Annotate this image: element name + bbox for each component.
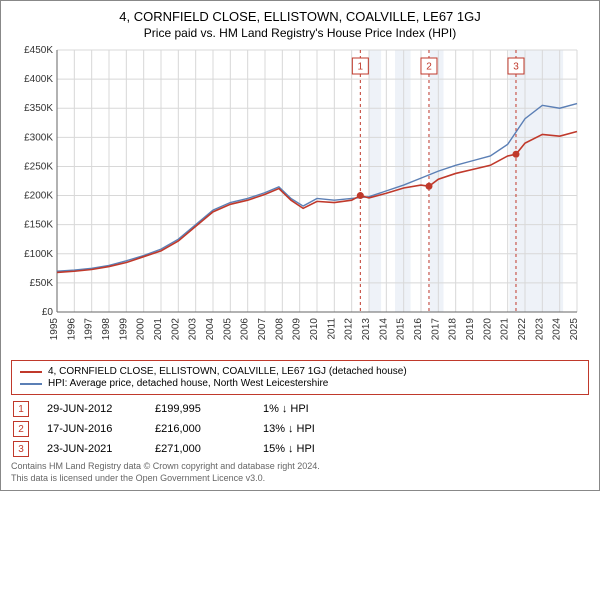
event-list: 1 29-JUN-2012 £199,995 1%↓HPI 2 17-JUN-2016 £2… [11, 401, 589, 457]
legend-row: HPI: Average price, detached house, Nort… [20, 378, 580, 389]
svg-text:2009: 2009 [292, 318, 303, 341]
svg-text:1995: 1995 [49, 318, 60, 341]
svg-text:2025: 2025 [569, 318, 580, 341]
event-marker: 3 [13, 441, 29, 457]
event-row: 3 23-JUN-2021 £271,000 15%↓HPI [13, 441, 589, 457]
chart-title: 4, CORNFIELD CLOSE, ELLISTOWN, COALVILLE… [11, 9, 589, 24]
event-date: 17-JUN-2016 [47, 423, 137, 435]
event-pct: 15%↓HPI [263, 443, 343, 455]
svg-text:2008: 2008 [274, 318, 285, 341]
svg-text:2013: 2013 [361, 318, 372, 341]
svg-text:2006: 2006 [240, 318, 251, 341]
event-price: £216,000 [155, 423, 245, 435]
svg-text:£300K: £300K [24, 132, 53, 143]
line-chart: £0 £50K £100K £150K £200K £250K £300K £350K £400… [11, 44, 581, 354]
legend-swatch [20, 371, 42, 373]
svg-text:£0: £0 [42, 307, 54, 318]
event-pct: 1%↓HPI [263, 403, 343, 415]
arrow-down-icon: ↓ [282, 403, 288, 415]
svg-text:£200K: £200K [24, 191, 53, 202]
legend-row: 4, CORNFIELD CLOSE, ELLISTOWN, COALVILLE… [20, 366, 580, 377]
svg-text:1998: 1998 [101, 318, 112, 341]
event-marker: 2 [13, 421, 29, 437]
svg-text:2011: 2011 [326, 318, 337, 340]
svg-text:2002: 2002 [170, 318, 181, 341]
attribution-line2: This data is licensed under the Open Gov… [11, 473, 589, 485]
legend: 4, CORNFIELD CLOSE, ELLISTOWN, COALVILLE… [11, 360, 589, 395]
attribution: Contains HM Land Registry data © Crown c… [11, 461, 589, 484]
svg-text:2010: 2010 [309, 318, 320, 341]
svg-text:2007: 2007 [257, 318, 268, 341]
svg-text:£350K: £350K [24, 103, 53, 114]
svg-text:£100K: £100K [24, 249, 53, 260]
event-date: 29-JUN-2012 [47, 403, 137, 415]
svg-text:£250K: £250K [24, 161, 53, 172]
legend-swatch [20, 383, 42, 385]
svg-text:2: 2 [426, 62, 432, 73]
svg-text:2003: 2003 [188, 318, 199, 341]
chart-subtitle: Price paid vs. HM Land Registry's House … [11, 26, 589, 40]
attribution-line1: Contains HM Land Registry data © Crown c… [11, 461, 589, 473]
chart-container: 4, CORNFIELD CLOSE, ELLISTOWN, COALVILLE… [0, 0, 600, 491]
svg-text:2021: 2021 [500, 318, 511, 341]
event-price: £271,000 [155, 443, 245, 455]
legend-label: HPI: Average price, detached house, Nort… [48, 378, 328, 389]
svg-text:£400K: £400K [24, 74, 53, 85]
event-row: 1 29-JUN-2012 £199,995 1%↓HPI [13, 401, 589, 417]
svg-text:£50K: £50K [30, 278, 54, 289]
svg-text:2020: 2020 [482, 318, 493, 341]
event-date: 23-JUN-2021 [47, 443, 137, 455]
svg-text:£450K: £450K [24, 45, 53, 56]
svg-text:2023: 2023 [534, 318, 545, 341]
event-row: 2 17-JUN-2016 £216,000 13%↓HPI [13, 421, 589, 437]
svg-text:2012: 2012 [344, 318, 355, 341]
event-price: £199,995 [155, 403, 245, 415]
svg-text:1999: 1999 [118, 318, 129, 341]
svg-text:1: 1 [358, 62, 364, 73]
svg-text:2005: 2005 [222, 318, 233, 341]
svg-text:1996: 1996 [66, 318, 77, 341]
svg-text:2024: 2024 [552, 318, 563, 341]
event-pct: 13%↓HPI [263, 423, 343, 435]
svg-text:2017: 2017 [430, 318, 441, 341]
svg-text:2015: 2015 [396, 318, 407, 341]
arrow-down-icon: ↓ [288, 423, 294, 435]
svg-text:3: 3 [513, 62, 519, 73]
svg-text:2004: 2004 [205, 318, 216, 341]
arrow-down-icon: ↓ [288, 443, 294, 455]
svg-text:2014: 2014 [378, 318, 389, 341]
svg-text:2019: 2019 [465, 318, 476, 341]
svg-text:2022: 2022 [517, 318, 528, 341]
svg-text:2000: 2000 [136, 318, 147, 341]
svg-text:£150K: £150K [24, 220, 53, 231]
svg-text:2016: 2016 [413, 318, 424, 341]
legend-label: 4, CORNFIELD CLOSE, ELLISTOWN, COALVILLE… [48, 366, 407, 377]
event-marker: 1 [13, 401, 29, 417]
chart-area: £0 £50K £100K £150K £200K £250K £300K £350K £400… [11, 44, 589, 354]
svg-text:1997: 1997 [84, 318, 95, 341]
svg-text:2018: 2018 [448, 318, 459, 341]
svg-text:2001: 2001 [153, 318, 164, 341]
